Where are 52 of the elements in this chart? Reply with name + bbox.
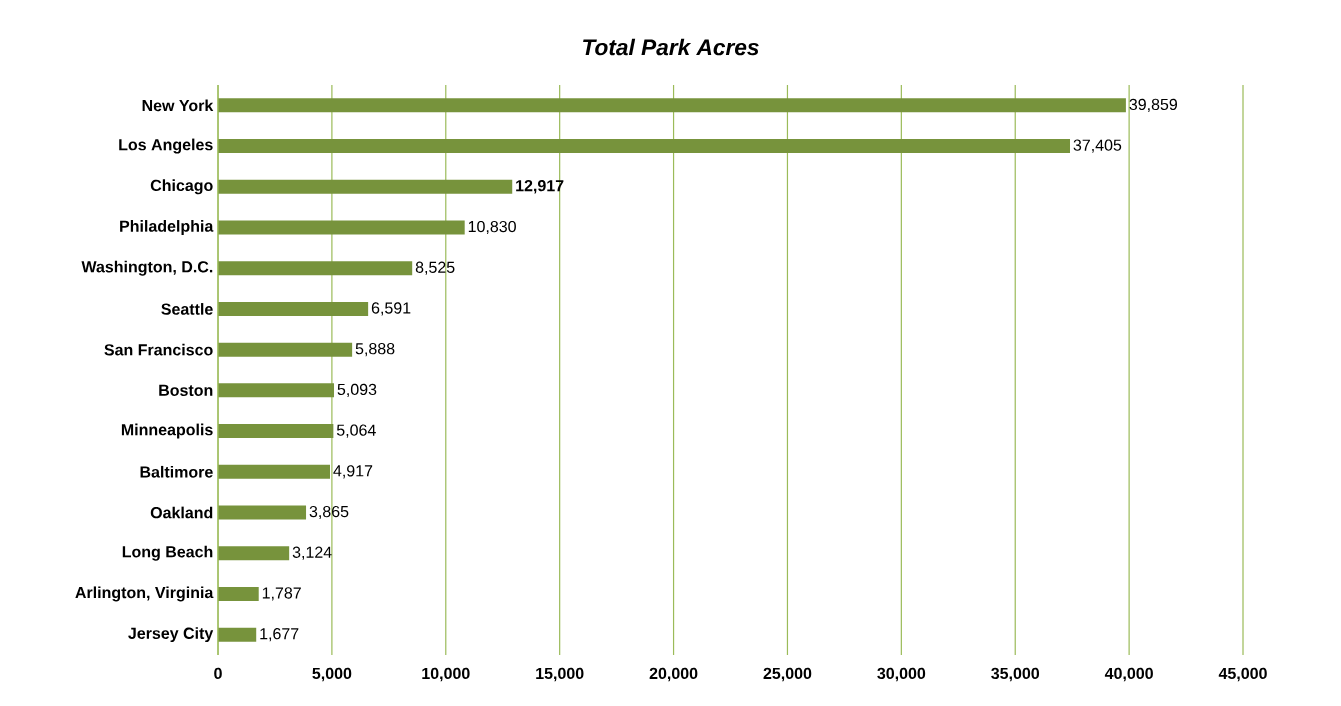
data-label: 5,093 [337, 383, 377, 397]
y-tick-label: San Francisco [104, 343, 213, 356]
data-label: 3,865 [309, 505, 349, 520]
bar [218, 342, 353, 357]
x-tick-label: 30,000 [877, 667, 926, 682]
x-tick-label: 5,000 [312, 667, 352, 682]
bar [218, 627, 257, 642]
bar [218, 383, 335, 398]
data-label: 4,917 [333, 465, 373, 479]
y-tick-label: Boston [159, 384, 213, 396]
y-tick-label: Seattle [161, 303, 213, 315]
bar [218, 179, 513, 194]
y-tick-label: Arlington, Virginia [75, 586, 214, 602]
x-tick-label: 45,000 [1218, 667, 1267, 682]
data-label: 1,677 [260, 628, 299, 642]
x-tick-label: 15,000 [536, 667, 584, 682]
y-tick-label: Baltimore [140, 465, 213, 478]
x-tick-label: 35,000 [991, 667, 1040, 682]
bar [218, 424, 334, 439]
chart-title: Total Park Acres [583, 38, 759, 56]
y-tick-label: New York [142, 99, 214, 112]
y-tick-label: Long Beach [122, 545, 213, 561]
y-tick-label: Philadelphia [120, 220, 214, 235]
y-tick-label: Washington, D.C. [81, 260, 213, 276]
bar [218, 220, 465, 235]
data-label: 6,591 [371, 302, 411, 316]
data-label: 3,124 [292, 546, 332, 560]
data-label: 37,405 [1073, 139, 1122, 153]
bar [218, 139, 1071, 154]
x-tick-label: 25,000 [763, 667, 812, 682]
bar [218, 505, 307, 520]
bar [218, 586, 259, 601]
data-label: 8,525 [415, 261, 455, 275]
data-label: 5,064 [336, 424, 376, 438]
y-tick-label: Jersey City [128, 627, 214, 643]
data-label: 39,859 [1129, 98, 1177, 112]
data-label: 1,787 [262, 587, 301, 601]
bar [218, 98, 1126, 113]
bar [218, 464, 331, 479]
y-tick-label: Chicago [150, 179, 213, 195]
x-tick-label: 10,000 [422, 667, 470, 682]
y-tick-label: Oakland [150, 506, 213, 519]
bar [218, 301, 369, 316]
y-tick-label: Minneapolis [121, 423, 213, 439]
x-tick-label: 0 [214, 667, 222, 680]
x-tick-label: 40,000 [1104, 667, 1153, 682]
y-tick-label: Los Angeles [119, 138, 213, 154]
bar [218, 261, 413, 276]
data-label: 10,830 [468, 220, 516, 235]
data-label: 5,888 [355, 343, 395, 357]
x-tick-label: 20,000 [649, 667, 698, 682]
bar [218, 546, 290, 561]
